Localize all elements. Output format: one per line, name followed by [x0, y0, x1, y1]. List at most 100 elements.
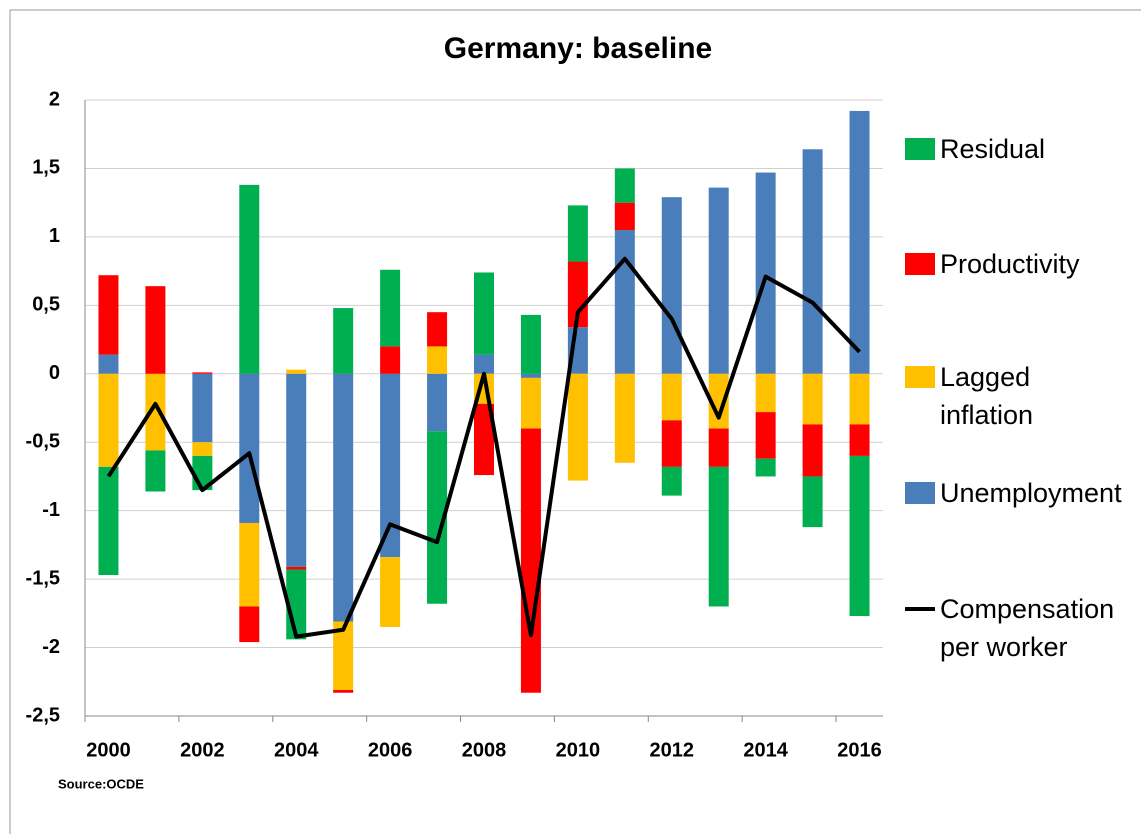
bar: [380, 269, 401, 347]
bar: [192, 442, 213, 456]
bar: [614, 230, 635, 374]
bar: [520, 377, 541, 429]
x-tick-label: 2002: [180, 739, 225, 761]
bar: [380, 373, 401, 558]
bar: [380, 346, 401, 374]
bar: [614, 373, 635, 463]
legend-item: Lagged inflation: [905, 358, 1130, 434]
y-tick-label: -0,5: [26, 431, 60, 453]
bar: [427, 312, 448, 347]
bar: [98, 466, 119, 576]
bar: [614, 168, 635, 203]
bar: [333, 373, 354, 622]
legend-item: Residual: [905, 130, 1130, 168]
bar: [661, 373, 682, 421]
bar: [427, 346, 448, 374]
x-tick-label: 2012: [650, 739, 695, 761]
bar: [802, 424, 823, 477]
y-tick-label: 0: [49, 362, 60, 384]
legend-label: Compensation per worker: [940, 594, 1115, 662]
bar: [98, 275, 119, 355]
legend-label: Unemployment: [940, 478, 1122, 508]
bar: [427, 431, 448, 604]
legend-item: Compensation per worker: [905, 590, 1130, 666]
bar: [98, 354, 119, 374]
y-tick-label: -2: [42, 636, 60, 658]
bar: [708, 428, 729, 467]
bar: [755, 458, 776, 477]
bar: [286, 566, 307, 570]
x-tick-label: 2008: [462, 739, 507, 761]
legend-swatch: [905, 482, 935, 504]
bar: [614, 202, 635, 231]
bar: [145, 373, 166, 451]
bar: [755, 412, 776, 459]
bar: [755, 172, 776, 374]
bar: [145, 286, 166, 374]
bar: [708, 187, 729, 374]
bar: [98, 373, 119, 467]
legend-label: Residual: [940, 134, 1046, 164]
y-tick-label: 1,5: [32, 157, 60, 179]
bar: [520, 428, 541, 693]
legend-swatch: [905, 253, 935, 275]
bar: [567, 373, 588, 481]
bar: [661, 197, 682, 374]
bar: [802, 149, 823, 374]
legend-item: Productivity: [905, 245, 1130, 283]
bar: [286, 369, 307, 374]
bar: [520, 373, 541, 378]
y-tick-label: -2,5: [26, 704, 60, 726]
bar: [286, 373, 307, 567]
bar: [192, 373, 213, 443]
x-tick-label: 2014: [743, 739, 788, 761]
bar: [474, 354, 494, 374]
source: Source:OCDE: [58, 776, 144, 791]
bar: [333, 308, 354, 374]
bar: [380, 557, 401, 628]
bar: [802, 373, 823, 425]
bar: [849, 455, 870, 617]
bar: [755, 373, 776, 413]
bar: [661, 466, 682, 496]
frame: [9, 9, 1141, 834]
bar: [427, 373, 448, 432]
legend-item: Unemployment: [905, 474, 1130, 512]
y-tick-label: 2: [49, 88, 60, 110]
bar: [802, 476, 823, 528]
legend-swatch: [905, 607, 935, 611]
x-tick-label: 2004: [274, 739, 319, 761]
legend-label: Lagged inflation: [940, 362, 1034, 430]
bar: [661, 420, 682, 467]
y-tick-label: 0,5: [32, 294, 60, 316]
bar: [708, 466, 729, 607]
y-tick-label: -1,5: [26, 567, 60, 589]
bar: [520, 314, 541, 374]
bar: [567, 205, 588, 262]
bar: [849, 110, 870, 374]
line: [106, 256, 861, 639]
bar: [333, 621, 354, 690]
y-tick-label: -1: [42, 499, 60, 521]
bar: [849, 373, 870, 425]
bar: [567, 261, 588, 328]
x-tick-label: 2006: [368, 739, 413, 761]
x-tick-label: 2000: [86, 739, 131, 761]
bar: [333, 689, 354, 693]
legend-swatch: [905, 366, 935, 388]
y-tick-label: 1: [49, 225, 60, 247]
chart-title: Germany: baseline: [444, 32, 712, 65]
bar: [239, 522, 260, 607]
bar: [145, 450, 166, 492]
x-tick-label: 2010: [556, 739, 601, 761]
bar: [239, 606, 260, 643]
bar: [708, 373, 729, 429]
legend-swatch: [905, 138, 935, 160]
bar: [239, 184, 260, 374]
legend-label: Productivity: [940, 249, 1080, 279]
x-tick-label: 2016: [837, 739, 882, 761]
bar: [474, 272, 494, 355]
bar: [474, 403, 494, 476]
